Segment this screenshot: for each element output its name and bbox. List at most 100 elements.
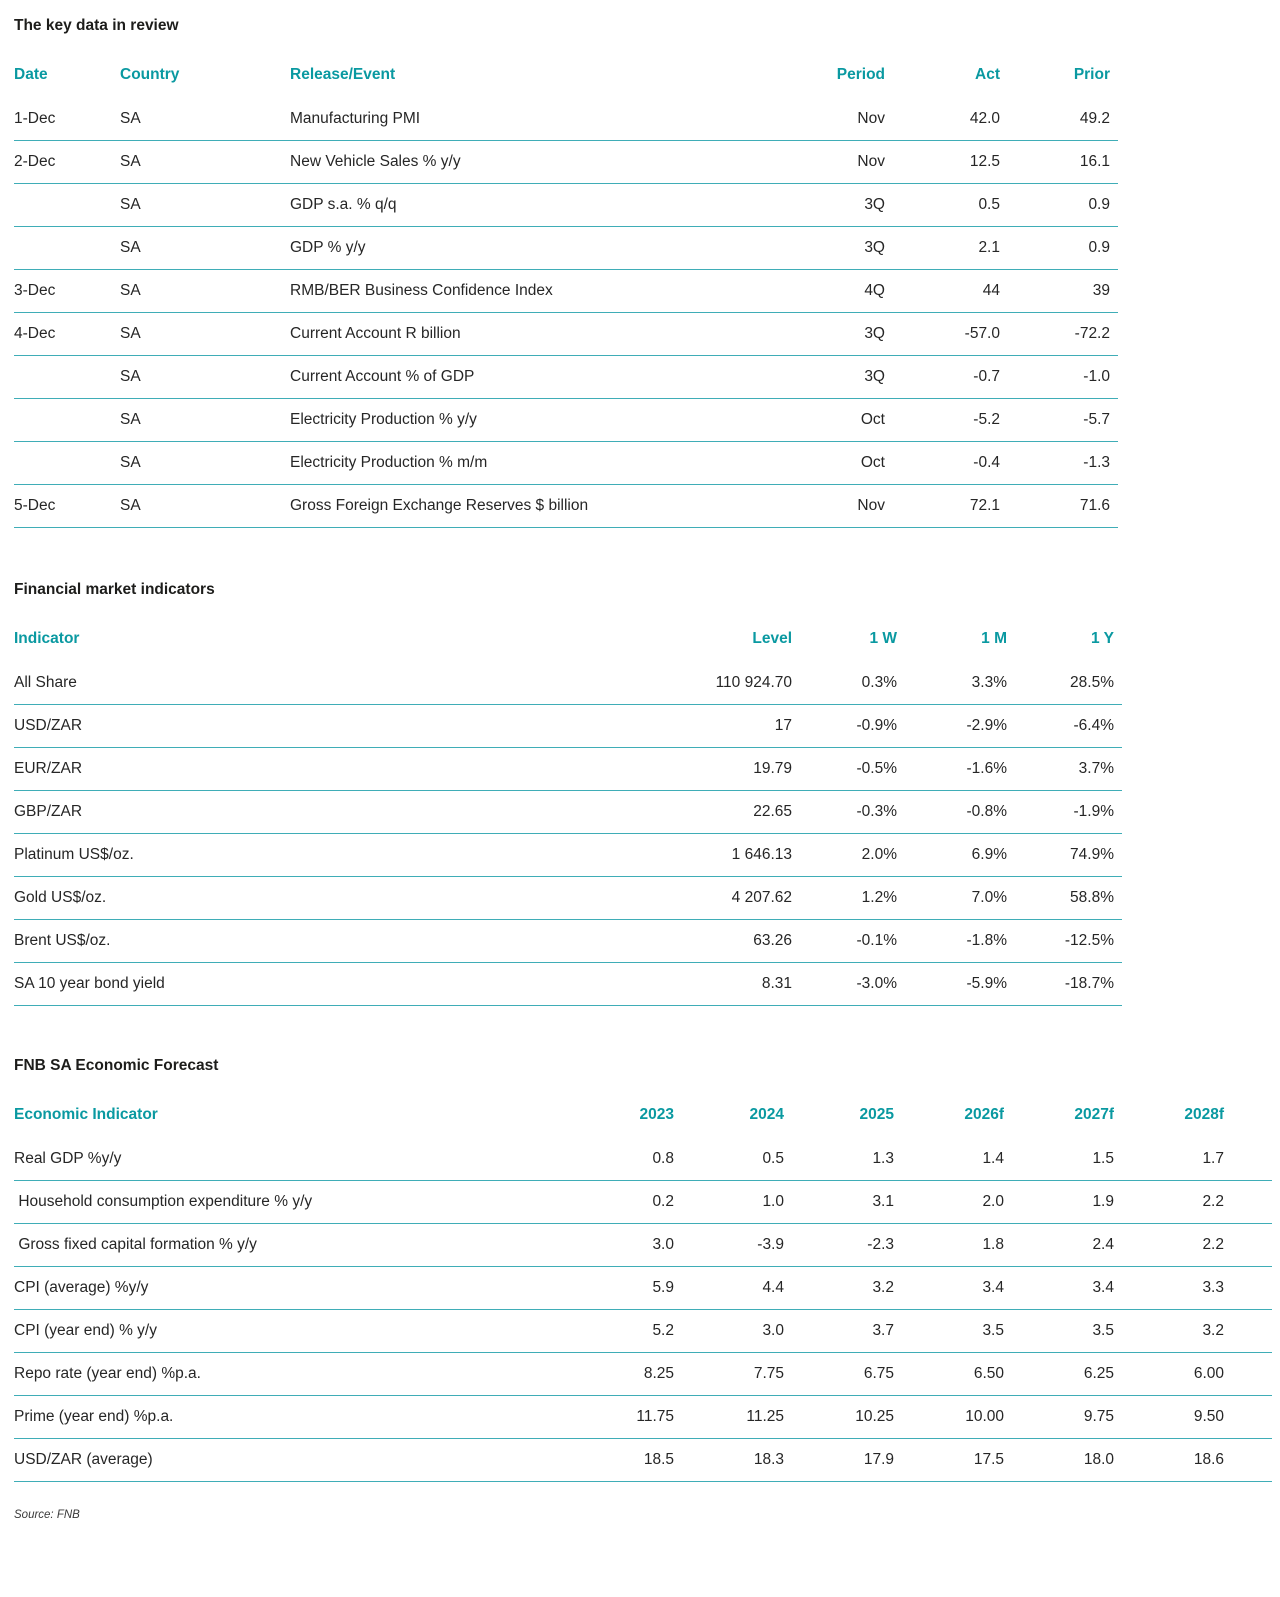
cell: -1.9% xyxy=(1073,803,1115,820)
economic-forecast-title: FNB SA Economic Forecast xyxy=(14,1057,219,1074)
cell: 110 924.70 xyxy=(715,674,792,691)
column-header: Act xyxy=(975,66,1000,83)
cell: Electricity Production % y/y xyxy=(290,411,477,428)
cell: 3Q xyxy=(864,368,885,385)
cell: -1.8% xyxy=(966,932,1008,949)
cell: -5.2 xyxy=(973,411,1000,428)
cell: 17.5 xyxy=(973,1451,1004,1468)
column-header: 2023 xyxy=(639,1106,674,1123)
cell xyxy=(14,399,120,442)
cell: 19.79 xyxy=(753,760,792,777)
table-row: Platinum US$/oz. 1 646.13 2.0% 6.9% 74.9% xyxy=(14,834,1122,877)
cell: 0.5 xyxy=(978,196,1000,213)
cell: Household consumption expenditure % y/y xyxy=(14,1193,313,1210)
table-row: Household consumption expenditure % y/y 0… xyxy=(14,1181,1272,1224)
cell: 10.25 xyxy=(855,1408,894,1425)
cell: 44 xyxy=(982,282,1000,299)
cell: -1.3 xyxy=(1083,454,1110,471)
table-row: SA Electricity Production % y/y Oct -5.2 -5.… xyxy=(14,399,1118,442)
cell: -6.4% xyxy=(1073,717,1115,734)
cell: -57.0 xyxy=(964,325,1000,342)
cell: SA 10 year bond yield xyxy=(14,975,165,992)
cell: 18.6 xyxy=(1193,1451,1224,1468)
cell: 18.3 xyxy=(753,1451,784,1468)
cell: 2.0 xyxy=(982,1193,1004,1210)
cell: -18.7% xyxy=(1064,975,1114,992)
table-row: CPI (year end) % y/y 5.2 3.0 3.7 3.5 3.5 3.2 xyxy=(14,1310,1272,1353)
cell: Platinum US$/oz. xyxy=(14,846,134,863)
cell: 6.50 xyxy=(973,1365,1004,1382)
cell: SA xyxy=(120,325,141,342)
cell: 8.31 xyxy=(761,975,792,992)
cell: Real GDP %y/y xyxy=(14,1150,122,1167)
cell: 3.5 xyxy=(982,1322,1004,1339)
column-header: Date xyxy=(14,66,48,83)
cell: 11.25 xyxy=(746,1408,784,1425)
cell: Gross fixed capital formation % y/y xyxy=(14,1236,257,1253)
cell: 16.1 xyxy=(1079,153,1110,170)
table-row: EUR/ZAR 19.79 -0.5% -1.6% 3.7% xyxy=(14,748,1122,791)
cell: 3.7 xyxy=(872,1322,894,1339)
column-header: Release/Event xyxy=(290,66,396,83)
cell: 3-Dec xyxy=(14,282,56,299)
cell: GDP s.a. % q/q xyxy=(290,196,397,213)
cell: 71.6 xyxy=(1079,497,1110,514)
financial-indicators-title: Financial market indicators xyxy=(14,581,215,598)
cell: 3.0 xyxy=(762,1322,784,1339)
column-header: 2028f xyxy=(1184,1106,1224,1123)
cell: -0.4 xyxy=(973,454,1000,471)
cell: Nov xyxy=(857,153,885,170)
cell: SA xyxy=(120,411,141,428)
table-row: 1-Dec SA Manufacturing PMI Nov 42.0 49.2 xyxy=(14,98,1118,141)
cell: 4-Dec xyxy=(14,325,56,342)
cell: -0.7 xyxy=(973,368,1000,385)
cell: SA xyxy=(120,282,141,299)
cell: 9.50 xyxy=(1193,1408,1224,1425)
cell: 7.0% xyxy=(971,889,1007,906)
table-row: GBP/ZAR 22.65 -0.3% -0.8% -1.9% xyxy=(14,791,1122,834)
cell: Nov xyxy=(857,110,885,127)
cell: 3.0 xyxy=(652,1236,674,1253)
header-row: Date Country Release/Event Period Act Prior xyxy=(14,62,1118,98)
cell: 1.4 xyxy=(982,1150,1004,1167)
key-data-title: The key data in review xyxy=(14,17,179,34)
cell: EUR/ZAR xyxy=(14,760,83,777)
source-note: Source: FNB xyxy=(14,1509,80,1521)
financial-indicators-table: Indicator Level 1 W 1 M 1 Y All Share 110 924.… xyxy=(14,626,1122,1006)
cell: Repo rate (year end) %p.a. xyxy=(14,1365,201,1382)
cell: 74.9% xyxy=(1070,846,1114,863)
cell: Gross Foreign Exchange Reserves $ billio… xyxy=(290,497,589,514)
column-header: 1 Y xyxy=(1091,630,1114,647)
cell: 3.4 xyxy=(1092,1279,1114,1296)
column-header: Indicator xyxy=(14,630,80,647)
cell: 1.3 xyxy=(872,1150,894,1167)
cell: 3Q xyxy=(864,196,885,213)
cell: 4 207.62 xyxy=(731,889,792,906)
cell: 5-Dec xyxy=(14,497,56,514)
cell: 39 xyxy=(1092,282,1110,299)
cell: 3Q xyxy=(864,325,885,342)
cell: 0.8 xyxy=(652,1150,674,1167)
cell: Current Account R billion xyxy=(290,325,461,342)
cell: Oct xyxy=(860,411,885,428)
cell: 2-Dec xyxy=(14,153,56,170)
cell: 3.3% xyxy=(971,674,1007,691)
cell: Manufacturing PMI xyxy=(290,110,421,127)
cell: 2.0% xyxy=(861,846,897,863)
section-spacer xyxy=(14,528,1272,580)
cell: Nov xyxy=(857,497,885,514)
table-row: SA GDP % y/y 3Q 2.1 0.9 xyxy=(14,227,1118,270)
cell: Brent US$/oz. xyxy=(14,932,111,949)
cell xyxy=(14,442,120,485)
cell: CPI (year end) % y/y xyxy=(14,1322,157,1339)
cell: -0.8% xyxy=(966,803,1008,820)
column-header: Period xyxy=(836,66,885,83)
cell: 3.2 xyxy=(872,1279,894,1296)
table-row: 4-Dec SA Current Account R billion 3Q -57.0 -… xyxy=(14,313,1118,356)
column-header: 1 W xyxy=(869,630,897,647)
column-header: 1 M xyxy=(981,630,1007,647)
cell: 0.9 xyxy=(1088,196,1110,213)
cell: GBP/ZAR xyxy=(14,803,83,820)
report-page: The key data in review Date Country Releas… xyxy=(14,17,1272,1521)
cell: 5.2 xyxy=(652,1322,674,1339)
